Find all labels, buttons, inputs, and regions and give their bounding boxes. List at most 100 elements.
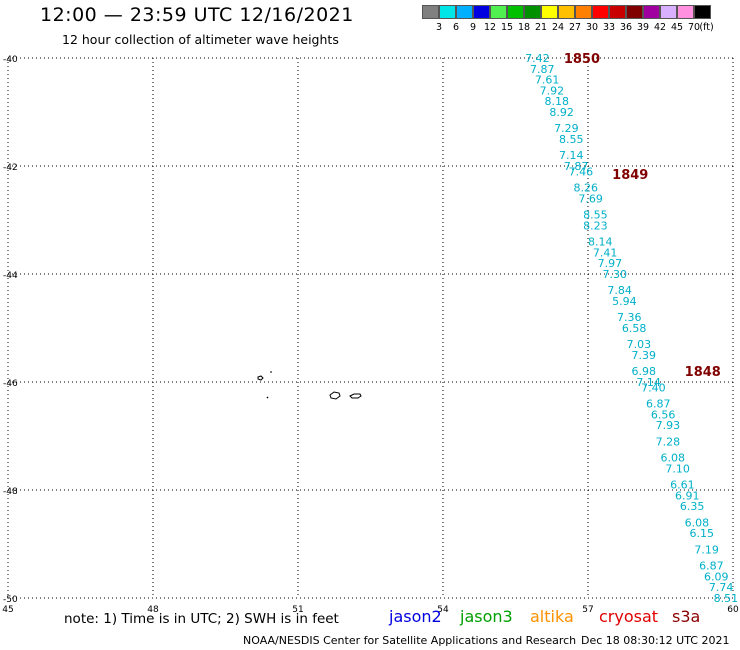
color-scale-label: 27	[568, 22, 582, 33]
swh-value: 7.28	[656, 435, 681, 448]
legend-altika: altika	[530, 607, 574, 626]
grid-lines	[7, 57, 734, 599]
swh-values: 7.427.877.617.928.188.927.298.557.147.87…	[525, 52, 738, 605]
color-scale-label: 42	[653, 22, 667, 33]
swh-value: 8.92	[549, 106, 574, 119]
legend-s3a: s3a	[672, 607, 701, 626]
color-swatch	[609, 5, 626, 19]
swh-value: 6.08	[685, 516, 710, 529]
color-scale-label: 3	[435, 22, 443, 33]
legend-jason2: jason2	[389, 607, 442, 626]
credit-text: NOAA/NESDIS Center for Satellite Applica…	[243, 634, 577, 647]
latitude-label: -48	[3, 487, 18, 497]
swh-value: 8.18	[545, 95, 570, 108]
latitude-label: -50	[3, 595, 18, 605]
color-swatch	[507, 5, 524, 19]
swh-value: 7.14	[636, 376, 661, 389]
longitude-label: 48	[147, 605, 159, 615]
color-scale-label: 45	[670, 22, 684, 33]
swh-value: 7.87	[564, 160, 589, 173]
color-swatch	[592, 5, 609, 19]
swh-value: 7.92	[540, 84, 565, 97]
latitude-label: -40	[3, 55, 18, 65]
pass-number: 1849	[612, 168, 648, 183]
color-swatch	[677, 5, 694, 19]
swh-value: 7.93	[656, 419, 681, 432]
swh-value: 8.23	[583, 219, 608, 232]
swh-value: 7.10	[665, 462, 690, 475]
footer-note: note: 1) Time is in UTC; 2) SWH is in fe…	[64, 611, 339, 627]
color-scale-label: 24	[551, 22, 565, 33]
color-swatch	[626, 5, 643, 19]
swh-value: 7.46	[569, 165, 594, 178]
swh-value: 6.08	[661, 452, 686, 465]
longitude-label: 57	[582, 605, 593, 615]
swh-value: 8.14	[588, 236, 613, 249]
pass-numbers: 1850184918481847	[564, 52, 721, 380]
island-outline	[349, 393, 362, 399]
color-scale-label: (ft)	[699, 22, 714, 33]
swh-value: 8.55	[583, 209, 608, 222]
swh-value: 7.19	[694, 543, 719, 556]
swh-value: 6.15	[690, 527, 715, 540]
color-scale-label: 18	[517, 22, 531, 33]
swh-value: 7.42	[525, 52, 550, 65]
color-swatch	[439, 5, 456, 19]
color-scale-label: 70	[687, 22, 701, 33]
color-swatch	[490, 5, 507, 19]
swh-value: 6.09	[704, 570, 729, 583]
longitude-label: 60	[727, 605, 739, 615]
swh-value: 7.39	[632, 349, 657, 362]
pass-number: 1850	[564, 52, 600, 67]
swh-value: 6.87	[699, 560, 724, 573]
swh-value: 7.40	[641, 381, 666, 394]
longitude-label: 54	[437, 605, 449, 615]
color-swatch	[524, 5, 541, 19]
swh-value: 8.55	[559, 133, 584, 146]
map-subtitle: 12 hour collection of altimeter wave hei…	[62, 32, 339, 47]
swh-value: 7.41	[593, 246, 618, 259]
latitude-label: -46	[3, 379, 18, 389]
swh-value: 5.94	[612, 295, 637, 308]
pass-number: 1848	[685, 365, 721, 380]
color-scale-label: 39	[636, 22, 650, 33]
color-scale-label: 15	[500, 22, 514, 33]
swh-value: 6.35	[680, 500, 705, 513]
legend-jason3: jason3	[460, 607, 513, 626]
color-scale-bar	[422, 5, 711, 19]
swh-value: 7.84	[607, 284, 632, 297]
swh-value: 7.14	[559, 149, 584, 162]
swh-value: 7.74	[709, 581, 734, 594]
color-scale-labels: 3 6 9 12 15 18 21 24 27 30 33 36 39 42 45 70 (ft)	[422, 22, 740, 36]
island-outlines	[257, 371, 362, 400]
color-swatch	[643, 5, 660, 19]
longitude-label: 51	[292, 605, 303, 615]
color-swatch	[456, 5, 473, 19]
swh-value: 6.91	[675, 489, 700, 502]
map-title: 12:00 — 23:59 UTC 12/16/2021	[40, 4, 354, 26]
latitude-label: -42	[3, 163, 18, 173]
color-swatch	[541, 5, 558, 19]
swh-value: 6.56	[651, 408, 676, 421]
swh-value: 7.36	[617, 311, 642, 324]
color-scale-label: 36	[619, 22, 633, 33]
island-outline	[266, 396, 269, 399]
swh-value: 8.51	[714, 592, 739, 605]
swh-value: 7.61	[535, 74, 560, 87]
swh-value: 6.61	[670, 479, 695, 492]
swh-value: 7.30	[603, 268, 628, 281]
island-outline	[329, 391, 341, 400]
legend-cryosat: cryosat	[599, 607, 659, 626]
swh-value: 7.29	[554, 122, 579, 135]
color-swatch	[558, 5, 575, 19]
swh-value: 6.98	[632, 365, 657, 378]
color-swatch	[694, 5, 711, 19]
color-scale-label: 12	[483, 22, 497, 33]
color-scale-label: 21	[534, 22, 548, 33]
longitude-label: 45	[2, 605, 13, 615]
swh-value: 7.87	[530, 63, 555, 76]
color-scale-label: 30	[585, 22, 599, 33]
color-swatch	[473, 5, 490, 19]
